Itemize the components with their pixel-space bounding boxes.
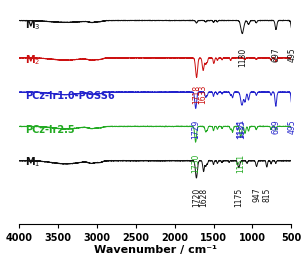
Text: 815: 815 (262, 188, 271, 202)
Text: 1151: 1151 (236, 119, 245, 138)
Text: M$_2$: M$_2$ (25, 54, 41, 67)
Text: 947: 947 (252, 188, 261, 203)
Text: 1135: 1135 (237, 119, 247, 139)
Text: 1628: 1628 (199, 188, 208, 207)
Text: PCz-Ir2.5: PCz-Ir2.5 (25, 125, 75, 135)
Text: 697: 697 (271, 48, 281, 62)
Text: 1718: 1718 (192, 85, 201, 104)
Text: M$_1$: M$_1$ (25, 155, 41, 169)
Text: 1720: 1720 (192, 188, 201, 207)
Text: 1730: 1730 (191, 153, 200, 173)
Text: 1729: 1729 (191, 119, 200, 139)
Text: 1633: 1633 (199, 85, 208, 104)
Text: 699: 699 (271, 119, 280, 134)
X-axis label: Wavenumber / cm⁻¹: Wavenumber / cm⁻¹ (94, 245, 217, 256)
Text: M$_3$: M$_3$ (25, 18, 41, 32)
Text: 1130: 1130 (238, 48, 247, 67)
Text: 1175: 1175 (234, 188, 243, 207)
Text: 1151: 1151 (236, 153, 245, 173)
Text: PCz-Ir1.0-POSS6: PCz-Ir1.0-POSS6 (25, 91, 115, 100)
Text: 495: 495 (287, 48, 296, 62)
Text: 495: 495 (287, 119, 296, 134)
